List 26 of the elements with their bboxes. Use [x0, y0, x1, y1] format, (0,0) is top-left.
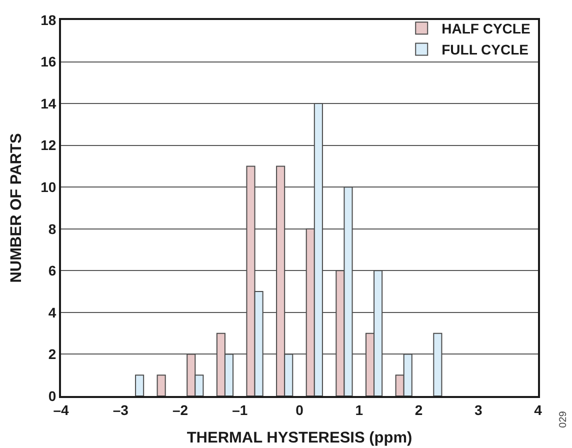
bar [135, 374, 144, 396]
legend-label: FULL CYCLE [442, 42, 528, 58]
y-tick-label: 0 [48, 388, 56, 404]
legend-label: HALF CYCLE [442, 20, 530, 37]
x-tick-label: –2 [172, 402, 188, 418]
y-tick-label: 14 [40, 95, 56, 112]
x-tick-label: –1 [232, 402, 248, 418]
y-tick-label: 6 [48, 262, 56, 279]
y-tick-label: 12 [40, 137, 56, 154]
text: 029 [558, 410, 570, 428]
x-tick-label: 4 [534, 402, 542, 418]
x-tick-label: –3 [112, 402, 129, 418]
bar [156, 374, 166, 396]
y-tick-label: 4 [48, 304, 56, 320]
y-tick-label: 2 [48, 346, 56, 362]
x-tick-label: 1 [355, 402, 364, 418]
x-tick-label: 3 [474, 402, 482, 418]
y-tick-label: 18 [40, 12, 56, 28]
y-tick-label: 8 [48, 220, 56, 237]
y-tick-label: 10 [40, 179, 56, 196]
y-axis-title: NUMBER OF PARTS [8, 133, 26, 283]
x-tick-label: 0 [296, 402, 304, 418]
x-tick-label: –4 [53, 402, 69, 418]
x-axis-title: THERMAL HYSTERESIS (ppm) [186, 430, 412, 447]
x-tick-label: 2 [414, 402, 423, 418]
y-tick-label: 16 [40, 54, 56, 70]
